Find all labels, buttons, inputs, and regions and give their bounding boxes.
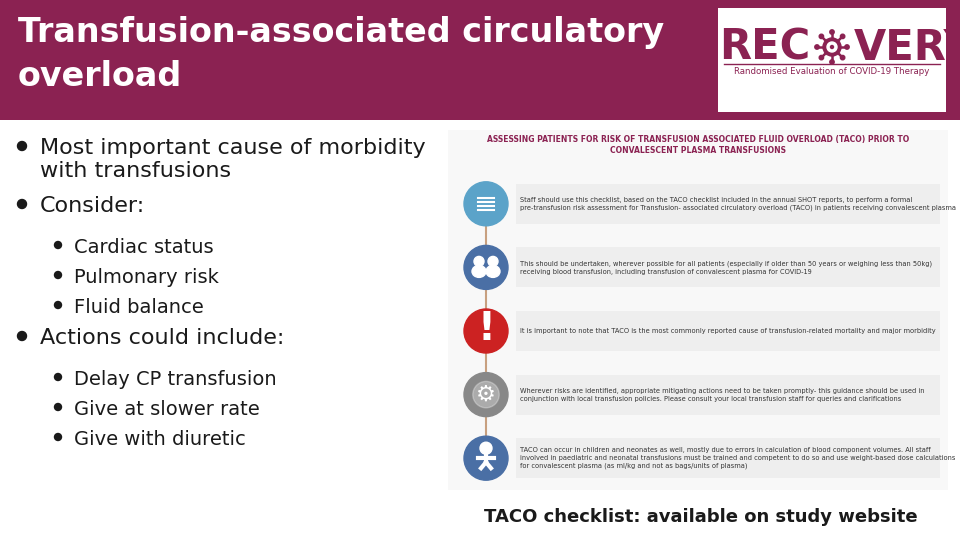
Circle shape bbox=[840, 56, 845, 60]
Circle shape bbox=[464, 373, 508, 416]
Text: Pulmonary risk: Pulmonary risk bbox=[74, 268, 219, 287]
Circle shape bbox=[55, 301, 61, 308]
Circle shape bbox=[819, 56, 824, 60]
Bar bbox=[516, 375, 940, 415]
Text: TACO can occur in children and neonates as well, mostly due to errors in calcula: TACO can occur in children and neonates … bbox=[520, 447, 955, 469]
Circle shape bbox=[829, 60, 834, 64]
Text: VERY: VERY bbox=[854, 27, 960, 69]
Circle shape bbox=[472, 381, 499, 408]
Circle shape bbox=[488, 256, 498, 266]
Circle shape bbox=[17, 332, 27, 341]
Text: Staff should use this checklist, based on the TACO checklist included in the ann: Staff should use this checklist, based o… bbox=[520, 197, 956, 211]
Text: Randomised Evaluation of COVID-19 Therapy: Randomised Evaluation of COVID-19 Therap… bbox=[734, 67, 929, 76]
Circle shape bbox=[845, 45, 850, 49]
Text: Most important cause of morbidity
with transfusions: Most important cause of morbidity with t… bbox=[40, 138, 425, 181]
Text: Cardiac status: Cardiac status bbox=[74, 238, 214, 257]
Circle shape bbox=[55, 272, 61, 279]
Text: Give at slower rate: Give at slower rate bbox=[74, 400, 260, 419]
Circle shape bbox=[464, 436, 508, 480]
Text: ASSESSING PATIENTS FOR RISK OF TRANSFUSION ASSOCIATED FLUID OVERLOAD (TACO) PRIO: ASSESSING PATIENTS FOR RISK OF TRANSFUSI… bbox=[487, 135, 909, 155]
Bar bbox=[448, 130, 948, 490]
Circle shape bbox=[464, 245, 508, 289]
Text: !: ! bbox=[477, 310, 495, 348]
Text: TACO checklist: available on study website: TACO checklist: available on study websi… bbox=[484, 508, 918, 526]
Circle shape bbox=[823, 38, 841, 56]
Text: Transfusion-associated circulatory: Transfusion-associated circulatory bbox=[18, 16, 664, 49]
Circle shape bbox=[55, 374, 61, 381]
Text: Delay CP transfusion: Delay CP transfusion bbox=[74, 370, 276, 389]
Bar bbox=[0, 0, 960, 120]
Circle shape bbox=[827, 42, 837, 52]
Text: Give with diuretic: Give with diuretic bbox=[74, 430, 246, 449]
Text: REC: REC bbox=[719, 27, 810, 69]
Circle shape bbox=[464, 309, 508, 353]
Bar bbox=[718, 8, 946, 112]
Text: Wherever risks are identified, appropriate mitigating actions need to be taken p: Wherever risks are identified, appropria… bbox=[520, 388, 924, 402]
Circle shape bbox=[474, 256, 484, 266]
Circle shape bbox=[830, 45, 833, 49]
Circle shape bbox=[840, 34, 845, 38]
Circle shape bbox=[55, 403, 61, 410]
Text: overload: overload bbox=[18, 60, 182, 93]
Circle shape bbox=[815, 45, 819, 49]
Circle shape bbox=[55, 434, 61, 441]
Text: Consider:: Consider: bbox=[40, 196, 145, 216]
Text: Fluid balance: Fluid balance bbox=[74, 298, 204, 317]
Circle shape bbox=[480, 442, 492, 454]
Bar bbox=[516, 184, 940, 224]
Text: It is important to note that TACO is the most commonly reported cause of transfu: It is important to note that TACO is the… bbox=[520, 328, 936, 334]
Bar bbox=[516, 438, 940, 478]
Text: This should be undertaken, wherever possible for all patients (especially if old: This should be undertaken, wherever poss… bbox=[520, 260, 932, 275]
Circle shape bbox=[17, 199, 27, 208]
Circle shape bbox=[55, 241, 61, 248]
Circle shape bbox=[819, 34, 824, 38]
Bar bbox=[516, 311, 940, 351]
Circle shape bbox=[829, 30, 834, 34]
Ellipse shape bbox=[472, 265, 486, 278]
Bar bbox=[516, 247, 940, 287]
Circle shape bbox=[464, 182, 508, 226]
Text: ⚙: ⚙ bbox=[476, 384, 496, 404]
Ellipse shape bbox=[486, 265, 500, 278]
Text: Actions could include:: Actions could include: bbox=[40, 328, 284, 348]
Circle shape bbox=[17, 141, 27, 151]
